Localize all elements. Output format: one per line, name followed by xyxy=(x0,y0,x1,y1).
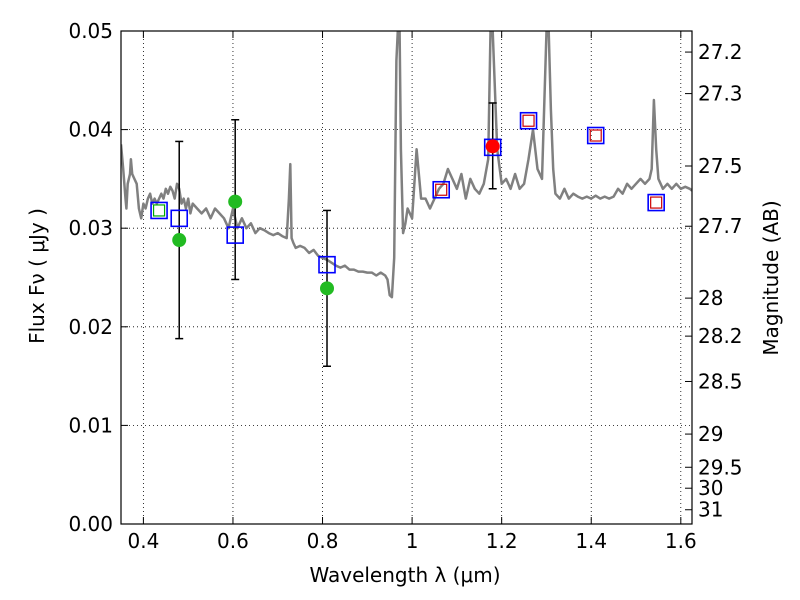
grid xyxy=(121,30,692,525)
y2-tick-label: 29 xyxy=(698,422,723,446)
observed-point xyxy=(228,194,243,209)
y2-tick-label: 30 xyxy=(698,476,723,500)
inner-square-marker xyxy=(589,129,602,142)
inner-square-marker xyxy=(152,204,166,217)
y2-tick-label: 28 xyxy=(698,286,723,310)
model-square-marker xyxy=(226,226,244,244)
y2-tick-label: 27.7 xyxy=(698,214,743,238)
observed-point xyxy=(485,139,500,154)
y-tick-label: 0.01 xyxy=(68,413,113,437)
y2-tick-label: 27.2 xyxy=(698,40,743,64)
x-tick-label: 1 xyxy=(406,529,419,553)
x-tick-label: 0.8 xyxy=(307,529,339,553)
x-tick-label: 1.6 xyxy=(665,529,697,553)
observed-point xyxy=(320,281,335,296)
y-tick-label: 0.03 xyxy=(68,216,113,240)
plot-frame xyxy=(120,30,693,525)
inner-square-marker xyxy=(650,196,663,209)
y2-tick-label: 28.5 xyxy=(698,369,743,393)
y2-axis-label: Magnitude (AB) xyxy=(759,200,783,355)
y-tick-label: 0.05 xyxy=(68,19,113,43)
model-square-marker xyxy=(318,255,336,274)
axes: 0.4 0.6 0.8 1 1.2 1.4 1.6 0.00 0.01 0.02 0.03 0.04 0… xyxy=(68,19,742,553)
model-square-marker xyxy=(647,193,665,212)
x-tick-label: 1.2 xyxy=(486,529,518,553)
model-square-marker xyxy=(150,201,168,220)
plot-area xyxy=(121,31,692,367)
observed-point xyxy=(172,233,187,248)
x-tick-label: 0.6 xyxy=(217,529,249,553)
y-tick-label: 0.04 xyxy=(68,118,113,142)
inner-square-marker xyxy=(435,183,448,196)
x-axis-label: Wavelength λ (μm) xyxy=(309,563,500,587)
y2-tick-label: 31 xyxy=(698,498,723,522)
y2-tick-label: 29.5 xyxy=(698,455,743,479)
y2-tick-label: 27.3 xyxy=(698,82,743,106)
y2-tick-label: 27.5 xyxy=(698,154,743,178)
y-tick-label: 0.00 xyxy=(68,512,113,536)
y2-tick-label: 28.2 xyxy=(698,324,743,348)
model-square-marker xyxy=(170,209,189,228)
y-axis-label: Flux Fν ( μJy ) xyxy=(25,208,49,344)
inner-square-marker xyxy=(522,114,535,127)
y-tick-label: 0.02 xyxy=(68,315,113,339)
model-square-marker xyxy=(432,180,451,199)
spectrum-line xyxy=(121,31,692,299)
model-square-marker xyxy=(519,111,538,130)
x-tick-label: 0.4 xyxy=(127,529,159,553)
model-square-marker xyxy=(483,138,502,157)
model-square-marker xyxy=(586,126,605,145)
x-tick-label: 1.4 xyxy=(575,529,607,553)
